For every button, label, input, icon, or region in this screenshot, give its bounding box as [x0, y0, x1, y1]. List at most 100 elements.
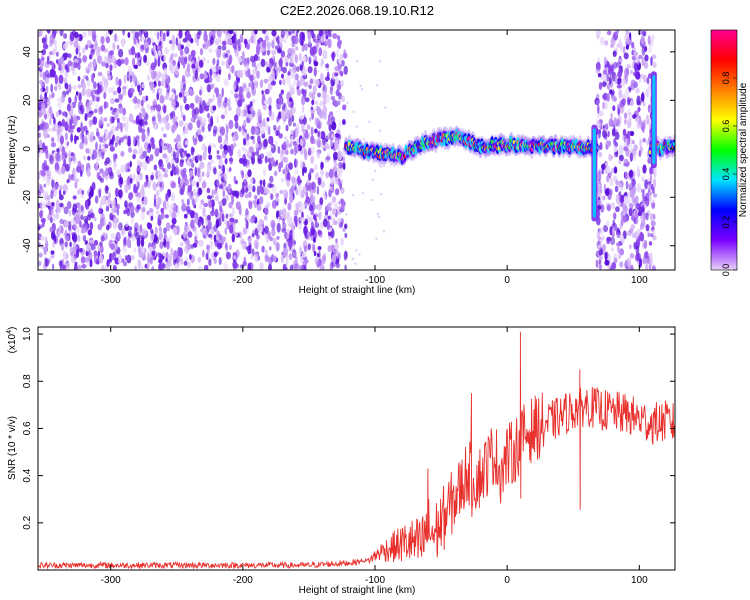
noise-speckle — [599, 36, 605, 46]
noise-speckle — [179, 104, 183, 113]
noise-speckle — [77, 234, 81, 243]
noise-speckle — [110, 130, 113, 135]
noise-speckle — [44, 258, 49, 267]
noise-speckle — [97, 55, 102, 64]
noise-speckle — [281, 228, 287, 233]
noise-speckle — [331, 51, 335, 62]
noise-speckle — [121, 58, 125, 64]
noise-speckle — [194, 95, 200, 104]
noise-speckle — [196, 120, 201, 125]
noise-speckle — [622, 215, 627, 223]
noise-speckle — [596, 114, 600, 119]
noise-speckle — [157, 80, 161, 87]
noise-speckle — [207, 145, 212, 155]
noise-speckle — [623, 195, 628, 205]
noise-speckle — [63, 251, 66, 261]
noise-speckle — [308, 56, 312, 65]
noise-speckle — [75, 178, 80, 183]
noise-speckle — [277, 146, 281, 154]
noise-speckle — [129, 177, 133, 184]
noise-speckle — [260, 58, 266, 68]
noise-speckle — [73, 62, 79, 69]
noise-speckle — [341, 60, 345, 67]
noise-speckle — [249, 105, 254, 113]
noise-speckle — [202, 117, 207, 124]
noise-speckle — [304, 89, 307, 95]
noise-speckle — [106, 123, 110, 127]
noise-speckle — [648, 191, 652, 197]
noise-speckle — [220, 114, 225, 120]
noise-speckle — [651, 202, 656, 210]
noise-speckle — [598, 255, 603, 261]
noise-speckle — [158, 226, 162, 232]
noise-speckle — [334, 140, 339, 150]
noise-speckle — [116, 44, 120, 50]
y-tick-label: 0.2 — [22, 515, 33, 529]
noise-speckle — [308, 216, 313, 224]
noise-speckle — [613, 117, 618, 125]
noise-speckle — [231, 64, 235, 74]
noise-speckle — [290, 148, 294, 155]
noise-speckle — [261, 245, 265, 253]
noise-speckle — [176, 134, 181, 140]
y-tick-label: 40 — [22, 46, 33, 58]
noise-speckle — [334, 188, 340, 196]
noise-speckle — [617, 107, 620, 116]
noise-speckle — [67, 220, 72, 231]
noise-speckle — [605, 101, 608, 110]
noise-speckle — [122, 107, 126, 116]
noise-speckle — [359, 84, 362, 88]
noise-speckle — [649, 174, 653, 184]
noise-speckle — [196, 167, 201, 178]
noise-speckle — [295, 188, 299, 196]
noise-speckle — [50, 83, 54, 93]
noise-speckle — [159, 146, 163, 154]
noise-speckle — [604, 188, 610, 196]
colorbar-tick-label: 0.8 — [721, 72, 731, 85]
snr-y-multiplier-exp: 4 — [6, 330, 13, 334]
noise-speckle — [284, 156, 289, 164]
noise-speckle — [207, 214, 211, 221]
noise-speckle — [166, 84, 170, 94]
noise-speckle — [54, 184, 59, 191]
noise-speckle — [292, 122, 296, 127]
noise-speckle — [181, 75, 186, 84]
noise-speckle — [73, 58, 79, 64]
noise-speckle — [99, 143, 102, 150]
noise-speckle — [316, 106, 322, 116]
noise-speckle — [221, 40, 227, 46]
noise-speckle — [104, 130, 108, 140]
noise-speckle — [321, 255, 326, 265]
noise-speckle — [133, 247, 137, 254]
noise-speckle — [153, 184, 157, 192]
noise-speckle — [38, 152, 41, 158]
noise-speckle — [134, 227, 138, 237]
noise-speckle — [631, 55, 636, 61]
noise-speckle — [189, 209, 193, 217]
noise-speckle — [43, 183, 47, 188]
noise-speckle — [254, 194, 258, 200]
noise-speckle — [235, 106, 241, 116]
noise-speckle — [77, 160, 82, 167]
noise-speckle — [210, 115, 213, 122]
noise-speckle — [337, 150, 343, 161]
noise-speckle — [137, 80, 141, 86]
noise-speckle — [601, 81, 607, 88]
noise-speckle — [41, 170, 46, 177]
noise-speckle — [620, 78, 626, 87]
noise-speckle — [151, 143, 155, 150]
noise-speckle — [85, 88, 91, 98]
noise-speckle — [268, 107, 272, 117]
noise-speckle — [615, 206, 620, 213]
noise-speckle — [175, 157, 179, 164]
noise-speckle — [261, 90, 264, 95]
noise-speckle — [154, 124, 158, 131]
noise-speckle — [81, 190, 85, 195]
noise-speckle — [613, 61, 618, 69]
noise-speckle — [598, 110, 604, 117]
noise-speckle — [93, 81, 97, 89]
noise-speckle — [598, 129, 601, 135]
noise-speckle — [627, 143, 632, 150]
noise-speckle — [323, 111, 327, 120]
noise-speckle — [605, 220, 610, 227]
